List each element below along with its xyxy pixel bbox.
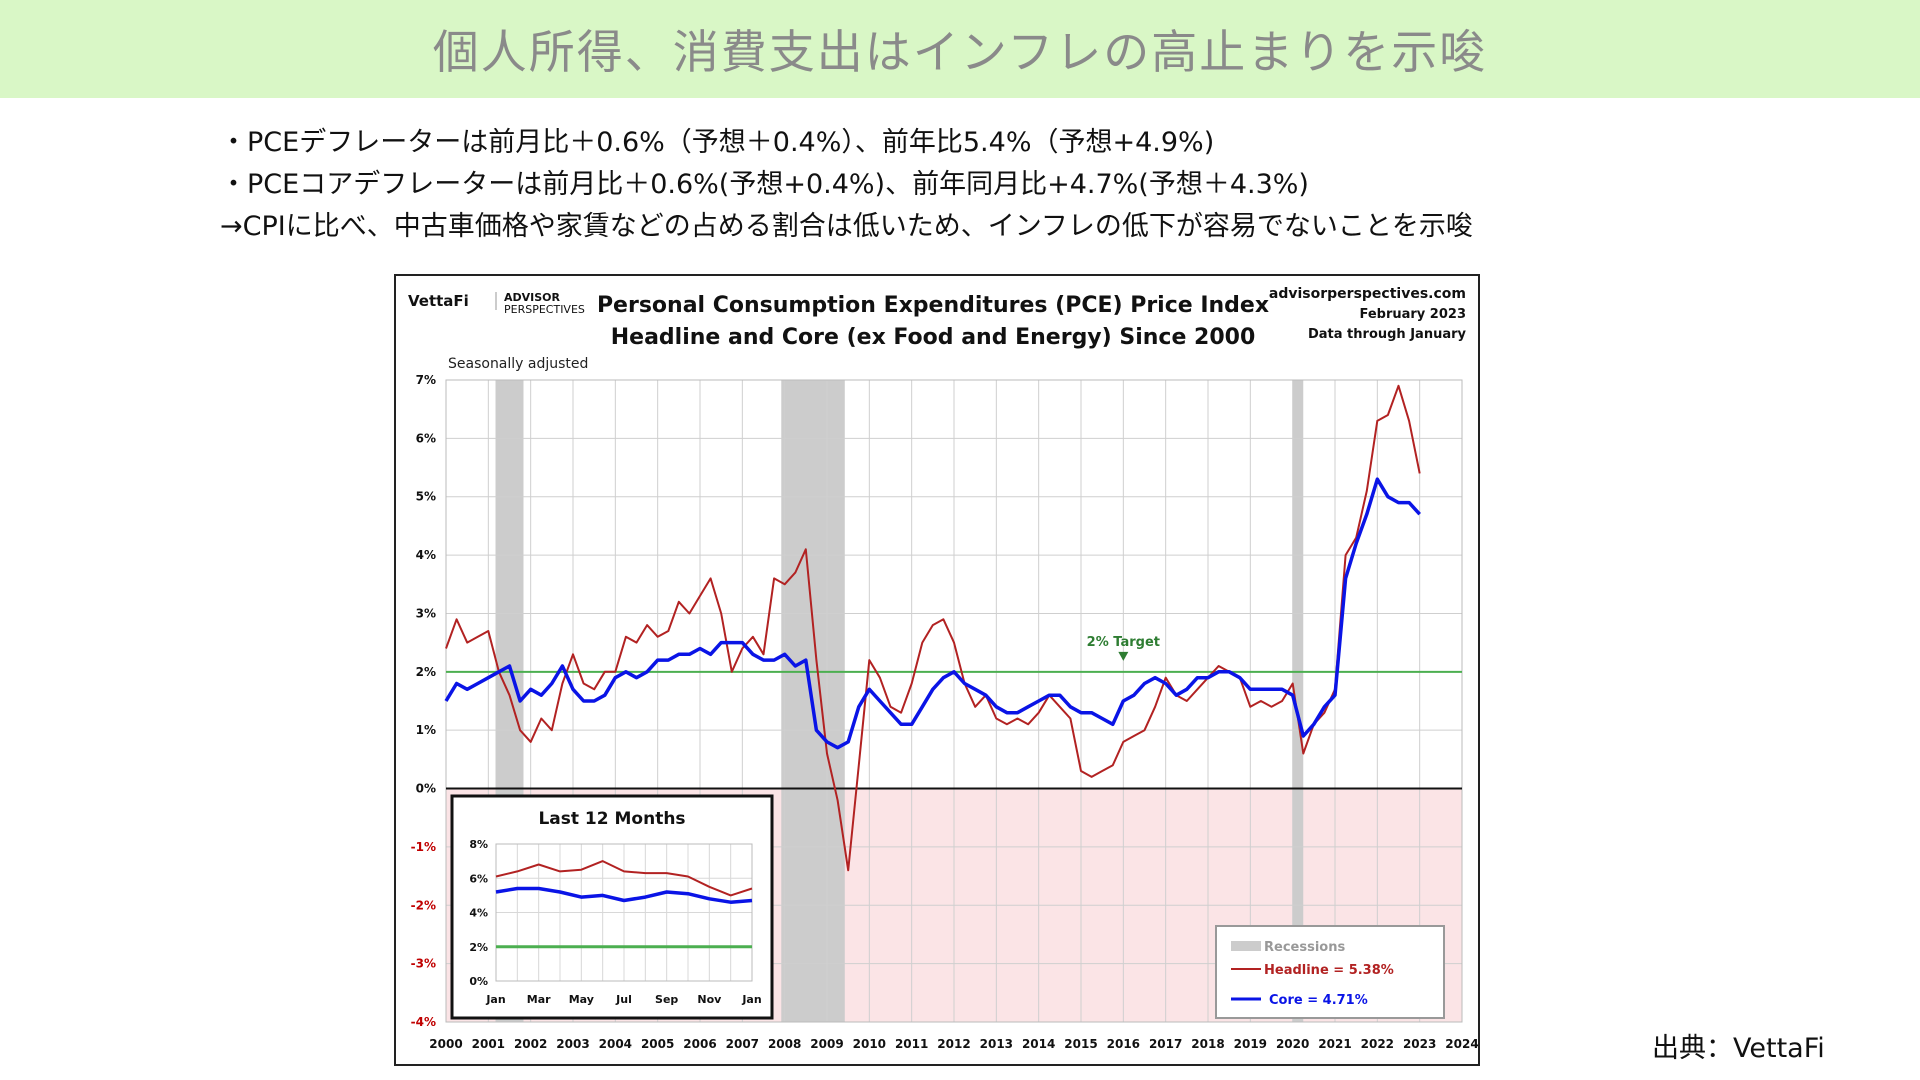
legend-core: Core = 4.71% — [1269, 993, 1368, 1008]
source-credit: 出典：VettaFi — [1652, 1033, 1825, 1064]
x-tick-label: 2015 — [1064, 1037, 1097, 1051]
pce-chart: VettaFi ADVISOR PERSPECTIVES Personal Co… — [408, 286, 1479, 1051]
y-tick-label: 6% — [416, 431, 436, 445]
seasonally-adjusted-note: Seasonally adjusted — [448, 356, 588, 372]
x-tick-label: 2018 — [1191, 1037, 1224, 1051]
x-tick-label: 2021 — [1318, 1037, 1351, 1051]
y-tick-label: -3% — [411, 957, 436, 971]
x-tick-label: 2002 — [514, 1037, 547, 1051]
y-tick-label: 0% — [416, 782, 436, 796]
y-tick-label: 5% — [416, 490, 436, 504]
bullet-list: ・PCEデフレーターは前月比＋0.6%（予想＋0.4%）、前年比5.4%（予想+… — [220, 122, 1473, 248]
x-tick-label: 2007 — [726, 1037, 759, 1051]
headline-series-line — [445, 384, 1421, 872]
y-tick-label: 7% — [416, 373, 436, 387]
legend-headline: Headline = 5.38% — [1264, 963, 1394, 978]
inset-x-tick-label: May — [569, 993, 594, 1006]
advisor-logo-line1: ADVISOR — [504, 291, 561, 304]
inset-x-tick-label: Jan — [485, 993, 505, 1006]
chart-title: Personal Consumption Expenditures (PCE) … — [597, 293, 1269, 318]
inset-y-tick-label: 6% — [469, 872, 488, 885]
slide-title: 個人所得、消費支出はインフレの高止まりを示唆 — [432, 25, 1488, 79]
x-tick-label: 2017 — [1149, 1037, 1182, 1051]
x-tick-label: 2022 — [1361, 1037, 1394, 1051]
inset-y-tick-label: 2% — [469, 941, 488, 954]
x-tick-label: 2024 — [1445, 1037, 1478, 1051]
inset-plot-border — [495, 843, 753, 982]
inset-frame — [450, 794, 774, 1020]
legend-recessions: Recessions — [1264, 940, 1345, 955]
bullet-2: ・PCEコアデフレーターは前月比＋0.6%(予想+0.4%)、前年同月比+4.7… — [220, 169, 1309, 200]
inset-x-tick-label: Jul — [615, 993, 632, 1006]
inset-x-tick-label: Mar — [527, 993, 551, 1006]
x-tick-label: 2001 — [472, 1037, 505, 1051]
chart-site: advisorperspectives.com — [1269, 286, 1466, 302]
x-tick-label: 2010 — [853, 1037, 886, 1051]
target-marker — [1118, 651, 1129, 661]
bullet-1: ・PCEデフレーターは前月比＋0.6%（予想＋0.4%）、前年比5.4%（予想+… — [220, 127, 1215, 158]
y-tick-label: 1% — [416, 723, 436, 737]
x-tick-label: 2019 — [1234, 1037, 1267, 1051]
slide-title-bar: 個人所得、消費支出はインフレの高止まりを示唆 — [0, 0, 1920, 98]
x-tick-label: 2020 — [1276, 1037, 1309, 1051]
x-tick-label: 2003 — [556, 1037, 589, 1051]
inset-y-tick-label: 0% — [469, 975, 488, 988]
y-tick-label: -2% — [411, 898, 436, 912]
pce-chart-frame: VettaFi ADVISOR PERSPECTIVES Personal Co… — [394, 274, 1480, 1066]
y-tick-label: 3% — [416, 606, 436, 620]
recession-band-2 — [1292, 380, 1304, 1022]
y-tick-label: 2% — [416, 665, 436, 679]
inset-y-tick-label: 4% — [469, 907, 488, 920]
y-tick-label: 4% — [416, 548, 436, 562]
inset-chart: Last 12 Months 0% 2% 4% 6% 8% Jan Mar May Jul Sep… — [450, 794, 774, 1020]
inset-x-tick-label: Jan — [741, 993, 761, 1006]
x-tick-label: 2016 — [1107, 1037, 1140, 1051]
chart-date: February 2023 — [1359, 307, 1466, 322]
x-tick-label: 2005 — [641, 1037, 674, 1051]
inset-title: Last 12 Months — [538, 809, 685, 829]
inset-y-tick-label: 8% — [469, 838, 488, 851]
chart-legend: Recessions Headline = 5.38% Core = 4.71% — [1215, 925, 1445, 1019]
inset-core-line — [495, 886, 753, 904]
x-tick-label: 2004 — [599, 1037, 632, 1051]
x-tick-label: 2014 — [1022, 1037, 1055, 1051]
y-tick-label: -1% — [411, 840, 436, 854]
bullet-3: →CPIに比べ、中古車価格や家賃などの占める割合は低いため、インフレの低下が容易… — [220, 211, 1473, 242]
inset-x-tick-label: Nov — [697, 993, 722, 1006]
x-tick-label: 2000 — [429, 1037, 462, 1051]
x-tick-label: 2006 — [683, 1037, 716, 1051]
target-label: 2% Target — [1087, 635, 1160, 650]
chart-through: Data through January — [1308, 327, 1467, 342]
advisor-logo-line2: PERSPECTIVES — [504, 303, 585, 316]
vettafi-logo: VettaFi — [408, 292, 469, 310]
inset-x-tick-label: Sep — [655, 993, 678, 1006]
x-tick-label: 2023 — [1403, 1037, 1436, 1051]
inset-headline-line — [495, 860, 753, 897]
legend-recession-swatch — [1231, 941, 1261, 951]
x-tick-label: 2008 — [768, 1037, 801, 1051]
x-tick-label: 2012 — [937, 1037, 970, 1051]
y-tick-label: -4% — [411, 1015, 436, 1029]
core-series-line — [444, 477, 1421, 750]
chart-subtitle: Headline and Core (ex Food and Energy) S… — [611, 325, 1256, 350]
x-tick-label: 2009 — [810, 1037, 843, 1051]
x-tick-label: 2013 — [980, 1037, 1013, 1051]
x-tick-label: 2011 — [895, 1037, 928, 1051]
